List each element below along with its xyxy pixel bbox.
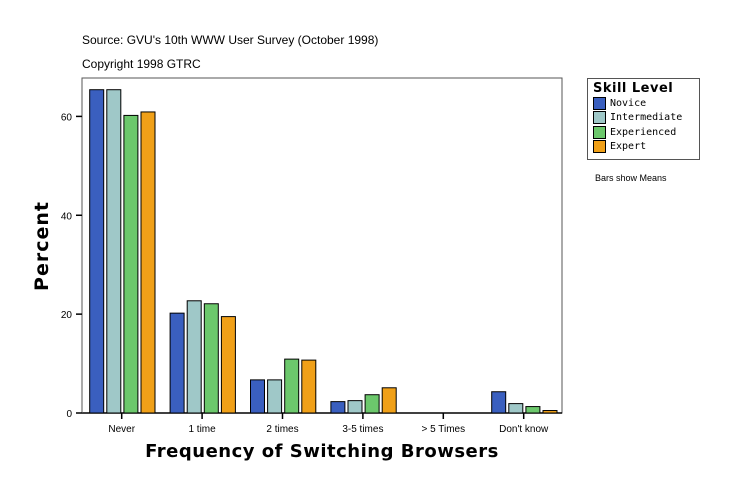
x-tick-label: Don't know <box>499 424 549 435</box>
y-tick-label: 40 <box>61 211 73 222</box>
legend-item: Novice <box>593 96 699 111</box>
legend-label: Novice <box>610 97 647 109</box>
bar-intermediate <box>267 379 283 414</box>
bar-novice <box>250 379 265 414</box>
legend-swatch <box>593 125 606 139</box>
legend-item: Intermediate <box>593 111 699 126</box>
legend-swatch <box>593 140 606 154</box>
bar-expert <box>220 316 236 414</box>
legend-label: Expert <box>610 141 647 153</box>
x-tick-label: 1 time <box>188 424 216 435</box>
legend-item: Expert <box>593 140 699 155</box>
bar-novice <box>330 401 346 414</box>
bar-intermediate <box>347 400 363 414</box>
note-text: Bars show Means <box>595 173 667 183</box>
x-tick-label: 2 times <box>266 424 298 435</box>
legend-label: Intermediate <box>610 112 683 124</box>
x-tick-label: > 5 Times <box>421 424 465 435</box>
legend-label: Experienced <box>610 126 677 138</box>
x-tick-label: 3-5 times <box>342 424 383 435</box>
bar-intermediate <box>186 300 202 414</box>
bar-novice <box>491 391 507 414</box>
legend-item: Experienced <box>593 125 699 140</box>
bar-experienced <box>284 358 300 414</box>
bar-novice <box>169 312 185 414</box>
bar-intermediate <box>106 89 122 414</box>
copyright-text: Copyright 1998 GTRC <box>82 57 201 71</box>
y-tick-label: 0 <box>66 409 72 420</box>
bar-novice <box>89 89 105 414</box>
bar-expert <box>381 387 397 414</box>
bar-intermediate <box>508 403 524 414</box>
y-axis-label: Percent <box>31 201 53 291</box>
legend-title: Skill Level <box>593 81 674 96</box>
y-tick-label: 20 <box>61 310 73 321</box>
bar-experienced <box>525 406 541 414</box>
source-text: Source: GVU's 10th WWW User Survey (Octo… <box>82 33 379 47</box>
bar-experienced <box>203 303 219 414</box>
bar-expert <box>542 410 558 414</box>
y-tick-label: 60 <box>61 112 73 123</box>
x-axis-label: Frequency of Switching Browsers <box>145 441 499 462</box>
legend-swatch <box>593 96 606 110</box>
legend-swatch <box>593 111 606 125</box>
bar-experienced <box>364 394 380 414</box>
bar-expert <box>140 111 156 414</box>
bar-expert <box>301 359 317 414</box>
legend: Skill Level Novice Intermediate Experience… <box>587 78 700 160</box>
bar-experienced <box>123 114 139 414</box>
x-tick-label: Never <box>108 424 135 435</box>
